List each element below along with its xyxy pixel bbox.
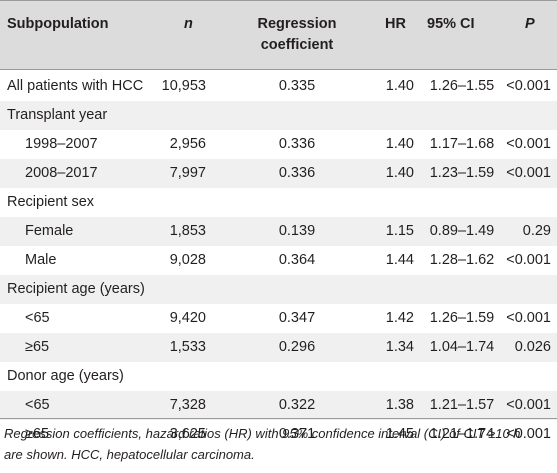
row-label: Male — [25, 252, 57, 268]
table-row: <65 7,328 0.322 1.38 1.21–1.57 <0.001 — [0, 391, 557, 420]
footnote-line1: Regression coefficients, hazard ratios (… — [4, 426, 521, 441]
row-n: 7,328 — [169, 397, 206, 413]
row-ci: 1.17–1.68 — [429, 136, 495, 152]
table-row: Female 1,853 0.139 1.15 0.89–1.49 0.29 — [0, 217, 557, 246]
row-label: All patients with HCC — [7, 78, 144, 94]
row-hr: 1.42 — [385, 310, 414, 326]
row-p: 0.29 — [522, 223, 551, 239]
table-row: <65 9,420 0.347 1.42 1.26–1.59 <0.001 — [0, 304, 557, 333]
table-row: All patients with HCC 10,953 0.335 1.40 1.26… — [0, 72, 557, 101]
footnote-line2: are shown. HCC, hepatocellular carcinoma… — [4, 447, 255, 462]
row-hr: 1.38 — [385, 397, 414, 413]
row-n: 9,420 — [169, 310, 206, 326]
row-n: 2,956 — [169, 136, 206, 152]
row-hr: 1.44 — [385, 252, 414, 268]
table-row: 1998–2007 2,956 0.336 1.40 1.17–1.68 <0.001 — [0, 130, 557, 159]
header-coef-line2: coefficient — [260, 37, 334, 53]
row-ci: 0.89–1.49 — [429, 223, 495, 239]
header-ci: 95% CI — [427, 16, 475, 32]
row-coefficient: 0.336 — [278, 165, 316, 181]
row-label: ≥65 — [25, 426, 50, 442]
row-n: 1,533 — [169, 339, 206, 355]
row-coefficient: 0.335 — [278, 78, 316, 94]
row-p: <0.001 — [506, 310, 551, 326]
row-p: <0.001 — [506, 426, 551, 442]
row-coefficient: 0.322 — [278, 397, 316, 413]
row-hr: 1.34 — [385, 339, 414, 355]
header-subpopulation: Subpopulation — [7, 16, 109, 32]
row-p: <0.001 — [506, 78, 551, 94]
row-label: Donor age (years) — [7, 368, 124, 384]
row-label: <65 — [25, 397, 50, 413]
row-ci: 1.21–1.74 — [429, 426, 495, 442]
row-p: <0.001 — [506, 136, 551, 152]
row-label: Recipient age (years) — [7, 281, 145, 297]
row-n: 1,853 — [169, 223, 206, 239]
row-coefficient: 0.364 — [278, 252, 316, 268]
table-row: Donor age (years) — [0, 362, 557, 391]
row-coefficient: 0.139 — [278, 223, 316, 239]
header-n: n — [184, 16, 193, 32]
row-p: 0.026 — [514, 339, 551, 355]
row-ci: 1.26–1.55 — [429, 78, 495, 94]
row-ci: 1.23–1.59 — [429, 165, 495, 181]
table-row: Transplant year — [0, 101, 557, 130]
header-coef-line1: Regression — [257, 16, 337, 32]
row-label: Recipient sex — [7, 194, 95, 210]
table-row: ≥65 3,625 0.371 1.45 1.21–1.74 <0.001 — [0, 420, 557, 449]
table-row: ≥65 1,533 0.296 1.34 1.04–1.74 0.026 — [0, 333, 557, 362]
row-hr: 1.45 — [385, 426, 414, 442]
row-ci: 1.21–1.57 — [429, 397, 495, 413]
row-coefficient: 0.336 — [278, 136, 316, 152]
row-hr: 1.40 — [385, 78, 414, 94]
row-ci: 1.26–1.59 — [429, 310, 495, 326]
row-coefficient: 0.296 — [278, 339, 316, 355]
row-hr: 1.15 — [385, 223, 414, 239]
table-row: Recipient age (years) — [0, 275, 557, 304]
row-p: <0.001 — [506, 397, 551, 413]
row-label: Female — [25, 223, 74, 239]
header-regression-coefficient: Regression coefficient — [252, 14, 342, 56]
row-hr: 1.40 — [385, 165, 414, 181]
table-header: Subpopulation n Regression coefficient H… — [0, 0, 557, 70]
row-n: 3,625 — [169, 426, 206, 442]
row-n: 10,953 — [161, 78, 206, 94]
row-coefficient: 0.347 — [278, 310, 316, 326]
row-label: Transplant year — [7, 107, 108, 123]
row-ci: 1.04–1.74 — [429, 339, 495, 355]
row-coefficient: 0.371 — [278, 426, 316, 442]
row-ci: 1.28–1.62 — [429, 252, 495, 268]
table-bottom-rule — [0, 418, 557, 419]
table-row: Recipient sex — [0, 188, 557, 217]
row-label: <65 — [25, 310, 50, 326]
row-n: 7,997 — [169, 165, 206, 181]
row-label: ≥65 — [25, 339, 50, 355]
header-hr: HR — [385, 16, 406, 32]
row-label: 1998–2007 — [25, 136, 98, 152]
table-row: 2008–2017 7,997 0.336 1.40 1.23–1.59 <0.001 — [0, 159, 557, 188]
row-p: <0.001 — [506, 165, 551, 181]
row-label: 2008–2017 — [25, 165, 98, 181]
table-row: Male 9,028 0.364 1.44 1.28–1.62 <0.001 — [0, 246, 557, 275]
row-p: <0.001 — [506, 252, 551, 268]
row-n: 9,028 — [169, 252, 206, 268]
table-footnote: Regression coefficients, hazard ratios (… — [4, 423, 554, 465]
header-p: P — [525, 16, 535, 32]
row-hr: 1.40 — [385, 136, 414, 152]
